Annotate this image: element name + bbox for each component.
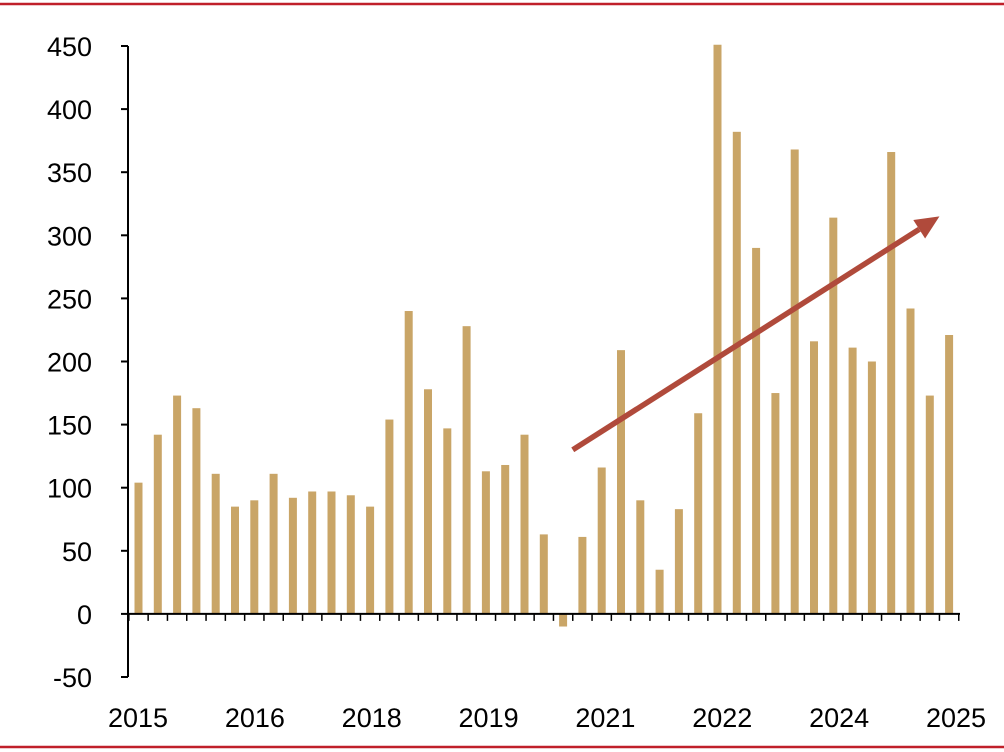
bar bbox=[443, 428, 452, 614]
bar bbox=[366, 506, 375, 614]
bar bbox=[192, 408, 201, 614]
bar bbox=[636, 500, 645, 614]
bar bbox=[771, 393, 780, 614]
y-tick-label: -50 bbox=[53, 663, 92, 693]
bar bbox=[481, 471, 490, 614]
y-axis-labels: -50 0 50 100 150 200 250 300 350 400 450 bbox=[47, 32, 92, 693]
bar bbox=[578, 536, 587, 614]
bar bbox=[945, 334, 954, 614]
x-tick-label: 2022 bbox=[692, 703, 752, 733]
x-axis-ticks bbox=[128, 613, 960, 621]
bar bbox=[520, 434, 529, 614]
bar bbox=[153, 434, 162, 614]
bar bbox=[617, 350, 625, 614]
bar bbox=[385, 419, 394, 614]
bar bbox=[829, 217, 838, 614]
bar bbox=[790, 149, 799, 614]
bar bbox=[597, 467, 606, 614]
bar bbox=[173, 395, 182, 614]
y-tick-label: 300 bbox=[47, 221, 92, 251]
x-tick-label: 2025 bbox=[926, 703, 986, 733]
bar bbox=[346, 495, 355, 614]
y-tick-label: 450 bbox=[47, 32, 92, 62]
bar bbox=[404, 311, 413, 614]
x-tick-label: 2016 bbox=[225, 703, 285, 733]
trend-arrow-head bbox=[913, 216, 940, 239]
bar bbox=[231, 506, 239, 614]
y-tick-label: 150 bbox=[47, 411, 92, 441]
bar bbox=[752, 247, 761, 614]
x-tick-label: 2021 bbox=[575, 703, 635, 733]
trend-arrow-line bbox=[571, 226, 921, 453]
y-tick-label: 350 bbox=[47, 158, 92, 188]
bar bbox=[327, 491, 336, 614]
bar bbox=[906, 308, 915, 614]
bar bbox=[925, 395, 934, 614]
bar bbox=[269, 473, 278, 614]
bar bbox=[501, 464, 510, 614]
y-tick-label: 0 bbox=[77, 600, 92, 630]
bar bbox=[288, 497, 297, 614]
bar bbox=[848, 347, 857, 614]
x-axis-labels: 2015 2016 2018 2019 2021 2022 2024 2025 bbox=[108, 703, 986, 733]
bar bbox=[462, 326, 471, 614]
bar bbox=[713, 44, 722, 614]
y-tick-label: 400 bbox=[47, 95, 92, 125]
bar bbox=[424, 389, 432, 614]
bar bbox=[867, 361, 876, 614]
bar bbox=[308, 491, 317, 614]
bar bbox=[539, 534, 548, 614]
y-tick-label: 50 bbox=[62, 537, 92, 567]
x-tick-label: 2019 bbox=[459, 703, 519, 733]
bar bbox=[810, 341, 818, 614]
x-tick-label: 2018 bbox=[342, 703, 402, 733]
bar bbox=[250, 500, 259, 614]
trend-arrow-group bbox=[571, 216, 940, 453]
y-axis-ticks bbox=[121, 45, 128, 678]
x-tick-label: 2024 bbox=[809, 703, 869, 733]
bar bbox=[887, 152, 896, 614]
bar bbox=[732, 131, 741, 614]
bar bbox=[211, 473, 220, 614]
bar bbox=[674, 509, 683, 614]
x-tick-label: 2015 bbox=[108, 703, 168, 733]
bar bbox=[559, 613, 568, 627]
bar bbox=[694, 413, 703, 614]
bar bbox=[134, 482, 143, 614]
y-tick-label: 250 bbox=[47, 284, 92, 314]
bar bbox=[655, 569, 664, 614]
y-tick-label: 200 bbox=[47, 348, 92, 378]
y-tick-label: 100 bbox=[47, 474, 92, 504]
bar-series bbox=[134, 44, 954, 627]
